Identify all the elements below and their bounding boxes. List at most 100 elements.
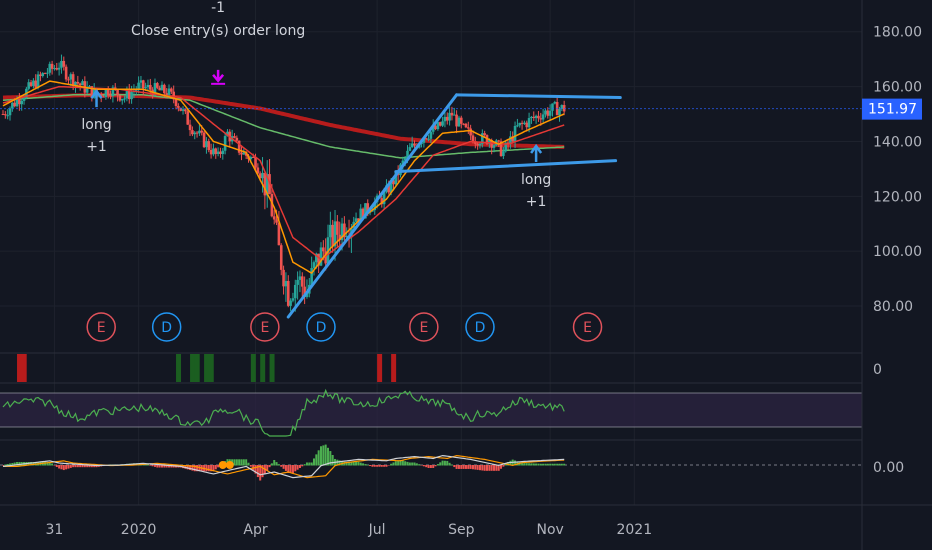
event-marker[interactable] [465,312,495,342]
candle-body [109,95,112,97]
y-tick-label: 140.00 [873,134,922,150]
candle-body [130,92,133,100]
macd-histogram-bar [441,460,444,466]
macd-histogram-bar [151,465,154,467]
candle-body [284,280,288,287]
candle-body [431,125,435,132]
event-marker[interactable] [86,312,116,342]
signal-histogram-pane[interactable] [17,354,397,382]
macd-histogram-bar [322,445,325,466]
candle-body [22,97,26,101]
candle-body [361,208,365,219]
rsi-pane[interactable] [0,388,862,437]
signal-title: Close entry(s) order long [131,23,305,39]
macd-cross-dot [225,461,234,469]
macd-histogram-bar [383,465,386,467]
macd-histogram-bar [4,464,7,466]
candle-body [158,87,161,91]
macd-histogram-bar [563,463,566,466]
macd-pane[interactable] [0,444,862,481]
macd-histogram-bar [275,462,278,466]
candle-body [544,110,547,115]
macd-histogram-bar [355,461,358,466]
macd-histogram-bar [528,463,531,466]
macd-histogram-bar [521,463,524,466]
candle-body [261,172,264,179]
x-tick-label: 2020 [121,522,157,538]
candle-body [39,74,42,77]
macd-histogram-bar [74,465,77,468]
macd-histogram-bar [55,465,58,467]
macd-histogram-bar [500,465,503,469]
candle-body [331,224,334,247]
candle-body [249,156,253,160]
signal-bar [391,354,397,382]
candle-body [102,96,105,98]
candle-body [516,125,519,127]
trendline[interactable] [394,159,618,174]
signal-title: long [81,117,111,133]
candle-body [497,140,500,142]
macd-histogram-bar [163,465,166,468]
candle-body [198,130,201,134]
candle-body [137,82,140,90]
event-marker[interactable] [572,312,603,342]
candle-body [322,247,325,252]
macd-histogram-bar [51,463,54,466]
event-marker[interactable] [306,312,336,342]
candle-body [186,111,190,125]
event-marker[interactable] [250,312,280,342]
candle-body [193,132,197,135]
macd-histogram-bar [149,465,152,466]
trendline-drawings[interactable] [0,93,862,319]
macd-histogram-bar [467,465,470,469]
candle-body [469,128,472,136]
candle-body [438,122,442,126]
macd-histogram-bar [16,462,19,466]
candle-body [548,110,552,116]
macd-histogram-bar [460,465,463,469]
macd-histogram-bar [146,464,149,466]
candle-body [32,80,35,86]
candle-body [541,114,545,120]
time-axis[interactable]: 31 2020 Apr Jul Sep Nov 2021 [46,522,653,538]
candle-body [336,221,339,235]
candle-body [78,83,82,86]
macd-histogram-bar [242,459,245,466]
candle-body [382,191,386,205]
signal-bar [208,354,214,382]
macd-histogram-bar [53,465,56,466]
macd-histogram-bar [399,460,402,466]
macd-histogram-bar [170,465,173,468]
candle-body [15,99,19,107]
candle-body [240,152,243,155]
macd-histogram-bar [525,463,528,466]
trendline[interactable] [286,93,459,319]
macd-histogram-bar [268,465,271,468]
event-marker[interactable] [151,312,182,342]
event-marker[interactable] [409,312,439,342]
candle-body [251,156,255,158]
price-axis[interactable]: 180.00 160.00 140.00 120.00 100.00 80.00 [873,25,922,315]
macd-histogram-bar [2,465,4,466]
macd-histogram-bar [245,459,248,466]
candle-body [111,87,115,97]
candle-body [462,123,465,125]
candle-body [441,121,444,126]
candle-body [513,125,517,142]
signal-bar [250,354,256,382]
trendline[interactable] [455,93,622,100]
macd-histogram-bar [394,461,397,466]
candle-body [364,203,367,219]
candle-body [106,89,110,96]
candle-body [340,223,344,241]
candle-body [67,79,70,81]
candle-body [242,152,246,155]
candle-body [546,110,550,116]
candle-body [406,150,409,158]
macd-histogram-bar [457,465,460,469]
candle-body [34,80,38,88]
